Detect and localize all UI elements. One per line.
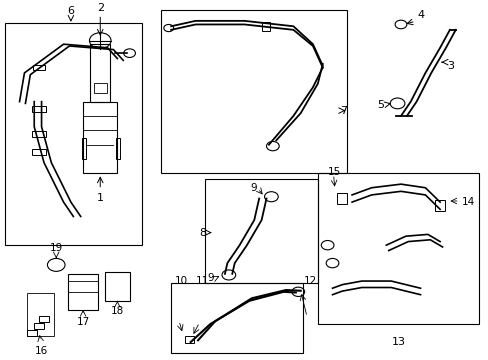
Text: 3: 3: [447, 61, 453, 71]
Bar: [90, 44, 110, 102]
Text: 18: 18: [110, 306, 124, 316]
Bar: [105, 272, 129, 301]
Text: 15: 15: [327, 167, 340, 177]
Text: 9: 9: [207, 273, 214, 283]
Text: 12: 12: [304, 276, 317, 287]
Bar: [317, 174, 478, 324]
Bar: [434, 200, 444, 211]
Text: 1: 1: [97, 193, 103, 203]
Bar: [94, 83, 106, 93]
Text: 5: 5: [377, 100, 384, 110]
Bar: [27, 330, 37, 336]
Text: 8: 8: [199, 228, 206, 238]
Text: 19: 19: [49, 243, 63, 253]
Text: 14: 14: [461, 197, 474, 207]
Text: 11: 11: [195, 276, 208, 287]
Bar: [171, 283, 303, 353]
Bar: [337, 193, 346, 204]
Text: 7: 7: [339, 105, 346, 116]
Bar: [27, 293, 54, 336]
Text: 2: 2: [97, 3, 103, 13]
Text: 16: 16: [35, 346, 48, 356]
Text: 9: 9: [249, 184, 256, 193]
Bar: [116, 138, 120, 159]
Bar: [32, 149, 46, 155]
Bar: [33, 65, 45, 71]
Bar: [32, 131, 46, 137]
Text: 17: 17: [76, 317, 90, 327]
Bar: [68, 274, 98, 310]
Bar: [184, 336, 193, 343]
Bar: [161, 10, 346, 174]
Text: 6: 6: [67, 6, 74, 16]
Text: 4: 4: [416, 10, 423, 20]
Text: 13: 13: [391, 337, 405, 347]
Bar: [82, 138, 86, 159]
Bar: [5, 23, 142, 245]
Bar: [34, 323, 44, 329]
Bar: [39, 316, 49, 321]
Text: 10: 10: [175, 276, 188, 287]
Bar: [205, 179, 317, 283]
Bar: [261, 22, 270, 31]
Bar: [83, 102, 117, 174]
Bar: [32, 106, 46, 112]
